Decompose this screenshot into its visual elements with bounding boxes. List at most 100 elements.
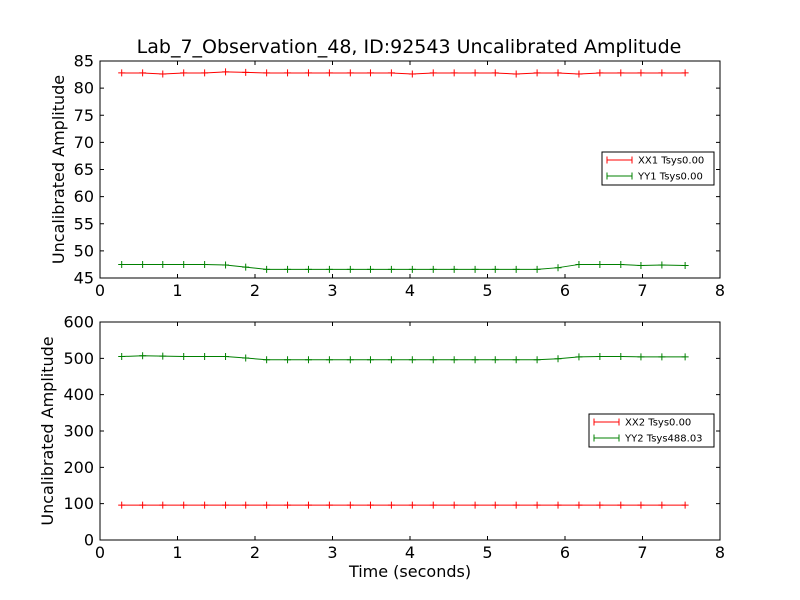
top-plot-ytick-label: 60 <box>74 187 94 206</box>
bottom-plot-xtick-label: 7 <box>637 543 647 562</box>
top-plot-series-0-point <box>408 70 416 78</box>
bottom-plot-series-0-point <box>325 501 333 509</box>
bottom-plot-series-0-point <box>387 501 395 509</box>
top-plot-series-0-point <box>366 69 374 77</box>
top-plot-legend-entry: XX1 Tsys0.00 <box>606 156 704 167</box>
top-plot-series-0 <box>118 68 689 78</box>
top-plot-legend-box <box>601 151 715 186</box>
bottom-plot-series-1-point <box>429 356 437 364</box>
bottom-plot-ytick-label: 500 <box>63 349 94 368</box>
top-plot-xtick-label: 0 <box>95 281 105 300</box>
top-plot-legend-entry: YY1 Tsys0.00 <box>606 172 703 183</box>
top-plot-ylabel: Uncalibrated Amplitude <box>49 75 68 264</box>
bottom-plot-series-1-point <box>408 356 416 364</box>
bottom-plot-xtick-label: 5 <box>482 543 492 562</box>
bottom-plot-ticks-layer: 0 1 2 3 4 5 6 7 8 0 100 200 300 400 500 600 <box>63 313 725 563</box>
bottom-plot-series-0-point <box>533 501 541 509</box>
top-plot-xtick-label: 8 <box>715 281 725 300</box>
bottom-plot-series-0-point <box>180 501 188 509</box>
bottom-plot-series-1-point <box>201 353 209 361</box>
top-plot-series-1-point <box>387 265 395 273</box>
top-plot-series-layer <box>118 68 689 273</box>
top-plot-xtick-label: 7 <box>637 281 647 300</box>
top-plot-series-0-point <box>491 69 499 77</box>
top-plot-series-0-point <box>658 69 666 77</box>
bottom-plot-series-layer <box>118 352 689 509</box>
bottom-plot-series-1-point <box>263 356 271 364</box>
top-plot-ytick-label: 80 <box>74 79 94 98</box>
bottom-plot-ytick-label: 200 <box>63 458 94 477</box>
top-plot-series-1-line <box>121 263 686 270</box>
top-plot-legend-label: YY1 Tsys0.00 <box>637 172 703 183</box>
bottom-plot-series-1-point <box>366 356 374 364</box>
top-plot-series-1-point <box>159 260 167 268</box>
bottom-plot-series-1-point <box>118 353 126 361</box>
top-plot-series-0-point <box>681 69 689 77</box>
top-plot-series-1-point <box>263 265 271 273</box>
top-plot-xtick-label: 5 <box>482 281 492 300</box>
top-plot-series-0-point <box>325 69 333 77</box>
bottom-plot-ytick-label: 300 <box>63 422 94 441</box>
top-plot-series-1-point <box>575 260 583 268</box>
bottom-plot-series-1-point <box>242 354 250 362</box>
bottom-plot-legend-swatch <box>593 434 620 442</box>
top-plot-series-0-point <box>450 69 458 77</box>
top-plot-series-1-point <box>491 265 499 273</box>
bottom-plot-ylabel: Uncalibrated Amplitude <box>38 336 57 525</box>
top-plot-series-0-point <box>304 69 312 77</box>
bottom-plot-series-0-point <box>554 501 562 509</box>
bottom-plot-series-0-point <box>222 501 230 509</box>
top-plot-series-0-point <box>471 69 479 77</box>
top-plot-series-0-point <box>222 68 230 76</box>
top-plot-series-0-point <box>159 70 167 78</box>
top-plot-xtick-label: 6 <box>560 281 570 300</box>
top-plot-legend-swatch <box>606 156 633 164</box>
x-axis-label: Time (seconds) <box>348 562 471 581</box>
top-plot-series-0-point <box>139 69 147 77</box>
top-plot-series-1-point <box>118 260 126 268</box>
bottom-plot-series-0-point <box>596 501 604 509</box>
top-plot-series-1-point <box>637 262 645 270</box>
bottom-plot-xtick-label: 1 <box>172 543 182 562</box>
top-plot-series-1-point <box>325 265 333 273</box>
bottom-plot-series-1-point <box>325 356 333 364</box>
top-plot-series-1-point <box>596 260 604 268</box>
top-plot-ytick-label: 45 <box>74 269 94 288</box>
top-plot-legend-label: XX1 Tsys0.00 <box>638 156 704 167</box>
bottom-plot-series-1-point <box>180 353 188 361</box>
top-plot-series-1-point <box>366 265 374 273</box>
bottom-plot-legend-label: YY2 Tsys488.03 <box>624 434 703 445</box>
bottom-plot-series-1-point <box>617 353 625 361</box>
bottom-plot-series-1-point <box>222 353 230 361</box>
top-plot-series-0-line <box>121 71 686 75</box>
top-plot-series-1-point <box>284 265 292 273</box>
top-plot-ytick-label: 50 <box>74 241 94 260</box>
bottom-plot-xtick-label: 3 <box>327 543 337 562</box>
top-plot-xtick-label: 1 <box>172 281 182 300</box>
bottom-plot-xtick-label: 6 <box>560 543 570 562</box>
bottom-plot-series-1-point <box>596 353 604 361</box>
top-plot-series-1-point <box>346 265 354 273</box>
top-plot-series-0-point <box>180 69 188 77</box>
top-plot-series-1-point <box>471 265 479 273</box>
bottom-plot-series-1-point <box>346 356 354 364</box>
top-plot-series-1-point <box>304 265 312 273</box>
bottom-plot-ytick-label: 0 <box>84 531 94 550</box>
top-plot-series-1-point <box>554 264 562 272</box>
bottom-plot-xtick-label: 2 <box>250 543 260 562</box>
bottom-plot-series-1-point <box>450 356 458 364</box>
top-plot-ytick-label: 70 <box>74 133 94 152</box>
top-plot-series-0-point <box>554 69 562 77</box>
bottom-plot-legend-box <box>588 413 715 448</box>
top-plot-series-0-point <box>512 70 520 78</box>
bottom-plot-series-0-point <box>242 501 250 509</box>
bottom-plot-series-0-point <box>139 501 147 509</box>
bottom-plot-series-1-point <box>471 356 479 364</box>
bottom-plot-ytick-label: 100 <box>63 494 94 513</box>
bottom-plot-series-1 <box>118 352 689 364</box>
bottom-plot-series-1-point <box>637 353 645 361</box>
top-plot-series-1-point <box>617 260 625 268</box>
top-plot-ytick-label: 75 <box>74 106 94 125</box>
